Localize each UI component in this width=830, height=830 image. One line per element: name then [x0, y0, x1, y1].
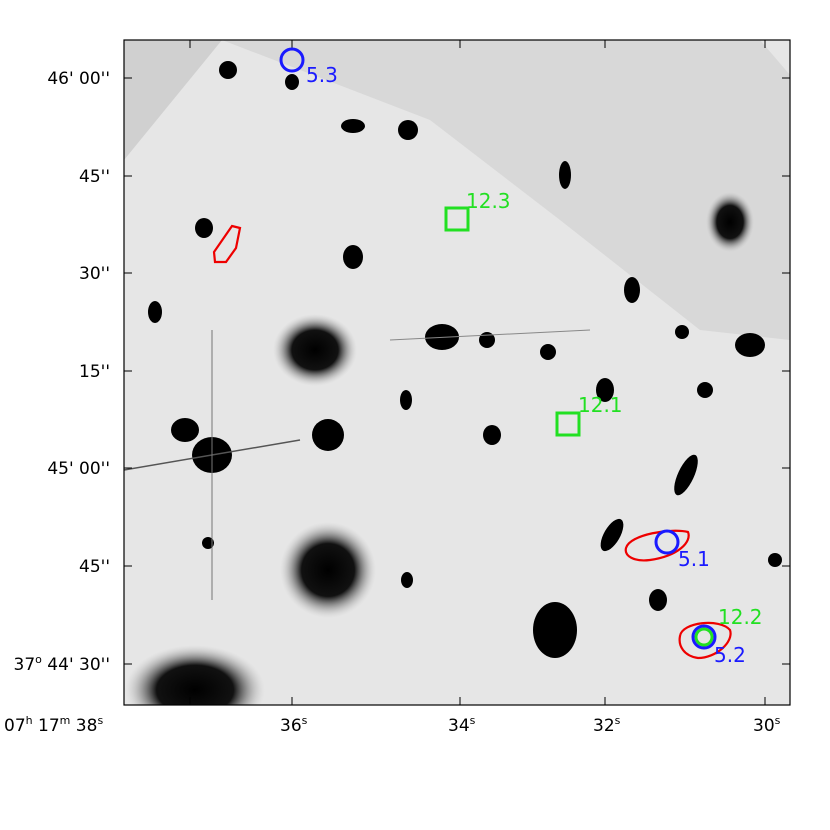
marker-circle	[654, 529, 680, 555]
marker-circle	[694, 627, 714, 647]
label-part: 38	[70, 716, 97, 736]
label-part: 15''	[79, 362, 110, 382]
x-tick-label: 30s	[753, 714, 781, 736]
marker-label: 12.1	[578, 393, 623, 417]
y-tick-label: 45' 00''	[47, 459, 110, 479]
label-part: 37	[14, 655, 36, 675]
x-tick-label: 34s	[448, 714, 476, 736]
y-tick-label: 30''	[79, 264, 110, 284]
label-part: 07	[4, 716, 26, 736]
label-superscript: h	[26, 714, 33, 727]
y-tick-label: 45''	[79, 167, 110, 187]
marker-circle	[279, 47, 305, 73]
marker-label: 12.3	[466, 189, 511, 213]
label-part: 34	[448, 716, 470, 736]
marker-label: 5.3	[306, 63, 338, 87]
x-tick-label: 36s	[280, 714, 308, 736]
marker-circle	[691, 624, 717, 650]
marker-label: 12.2	[718, 605, 763, 629]
y-tick-label: 15''	[79, 362, 110, 382]
label-part: 45' 00''	[47, 459, 110, 479]
marker-square	[555, 411, 581, 437]
marker-label: 5.1	[678, 547, 710, 571]
label-superscript: s	[470, 714, 476, 727]
label-part: 32	[593, 716, 615, 736]
label-part: 17	[33, 716, 60, 736]
marker-label: 5.2	[714, 643, 746, 667]
sky-image	[124, 40, 790, 705]
label-part: 45''	[79, 167, 110, 187]
label-superscript: s	[302, 714, 308, 727]
y-tick-label: 46' 00''	[47, 69, 110, 89]
marker-square	[444, 206, 470, 232]
label-superscript: o	[35, 653, 42, 666]
contours	[212, 224, 732, 660]
label-part: 30	[753, 716, 775, 736]
axis-ticks	[124, 40, 790, 705]
label-superscript: m	[60, 714, 71, 727]
label-superscript: s	[775, 714, 781, 727]
label-part: 46' 00''	[47, 69, 110, 89]
markers: 5.3 12.3 12.1 5.1 12.2 5.2	[279, 47, 763, 667]
label-part: 44' 30''	[42, 655, 110, 675]
label-part: 36	[280, 716, 302, 736]
label-part: 45''	[79, 557, 110, 577]
y-tick-label: 45''	[79, 557, 110, 577]
label-superscript: s	[97, 714, 103, 727]
y-tick-label: 37o 44' 30''	[14, 653, 110, 675]
x-tick-label: 07h 17m 38s	[4, 714, 103, 736]
frame	[123, 39, 791, 706]
label-superscript: s	[615, 714, 621, 727]
x-tick-label: 32s	[593, 714, 621, 736]
label-part: 30''	[79, 264, 110, 284]
